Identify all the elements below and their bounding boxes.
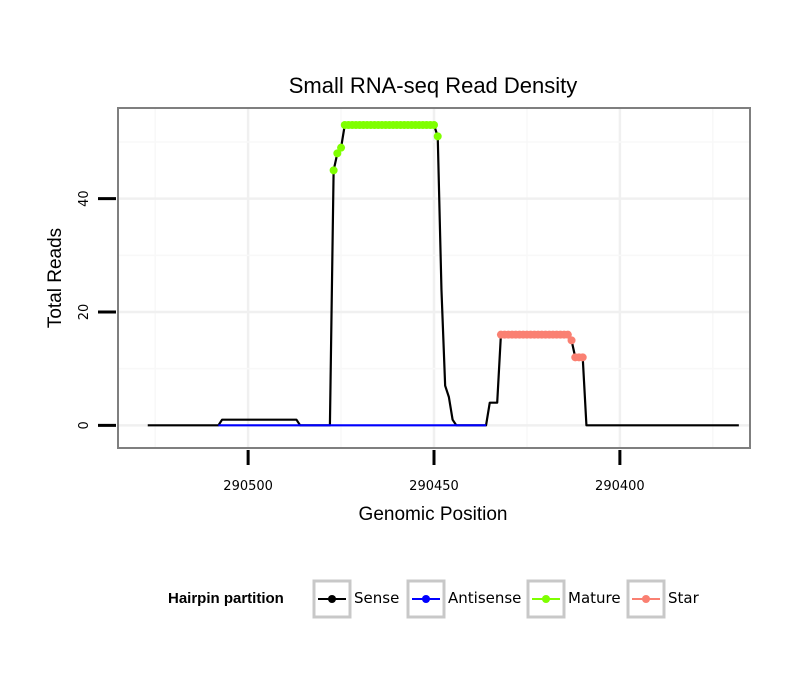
axis-layer: 290500 290450 290400 0 20 40	[77, 190, 645, 494]
legend-label-antisense: Antisense	[448, 589, 521, 607]
x-tick-label-0: 290500	[223, 479, 273, 494]
legend-label-sense: Sense	[354, 589, 399, 607]
y-axis-title: Total Reads	[45, 228, 66, 328]
legend: Hairpin partition Sense Antisense Mature St…	[168, 579, 700, 619]
mature-point-27	[430, 121, 438, 129]
star-point-19	[567, 336, 576, 345]
mature-point-0	[329, 166, 338, 175]
star-point-18	[563, 330, 572, 339]
legend-label-star: Star	[668, 589, 700, 607]
star-point-22	[578, 353, 587, 362]
y-tick-label-0: 0	[77, 421, 92, 429]
x-axis-title: Genomic Position	[359, 504, 508, 525]
x-tick-label-1: 290450	[409, 479, 459, 494]
x-tick-label-2: 290400	[595, 479, 645, 494]
mature-point-1	[333, 149, 342, 158]
legend-marker-sense	[328, 595, 336, 603]
mature-point-2	[337, 143, 346, 152]
chart-title: Small RNA-seq Read Density	[289, 73, 578, 98]
legend-marker-star	[642, 595, 650, 603]
legend-label-mature: Mature	[568, 589, 621, 607]
mature-point-28	[433, 132, 442, 141]
legend-marker-mature	[542, 595, 550, 603]
y-tick-label-1: 20	[77, 304, 92, 321]
series-layer	[147, 121, 739, 427]
plot-panel-border	[117, 107, 751, 449]
legend-marker-antisense	[422, 595, 430, 603]
y-tick-label-2: 40	[77, 190, 92, 207]
legend-title: Hairpin partition	[168, 590, 284, 607]
